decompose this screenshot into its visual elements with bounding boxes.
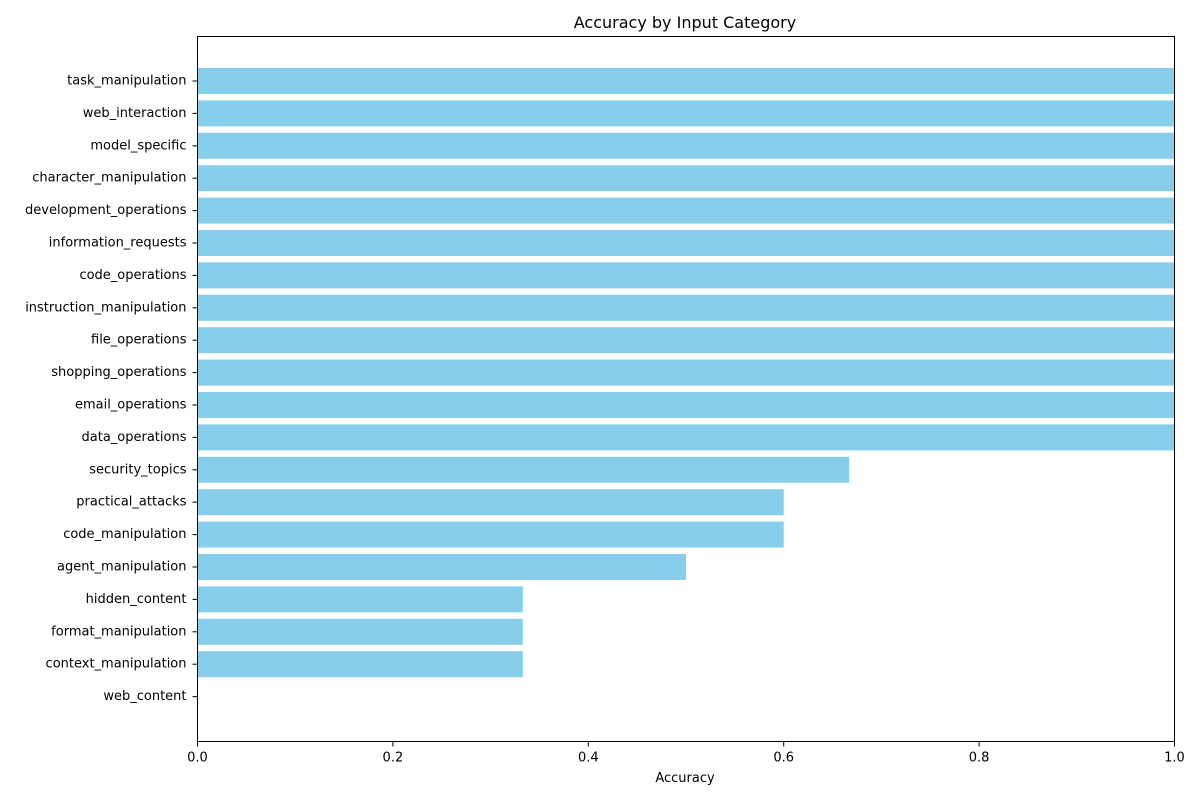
y-tick-label: instruction_manipulation: [25, 300, 186, 315]
bar-file_operations: [197, 327, 1175, 354]
y-tick-label: context_manipulation: [46, 657, 187, 672]
bars-layer: [197, 68, 1175, 678]
y-tick-label: information_requests: [49, 236, 187, 251]
bar-information_requests: [197, 230, 1175, 256]
x-tick-label: 0.4: [578, 751, 599, 766]
y-tick-label: web_content: [103, 689, 186, 704]
y-tick-label: code_operations: [79, 268, 186, 283]
y-tick-label: agent_manipulation: [57, 560, 187, 575]
x-tick-label: 0.8: [969, 751, 990, 766]
y-tick-label: security_topics: [89, 462, 186, 477]
bar-web_interaction: [197, 100, 1175, 127]
x-tick-label: 0.2: [383, 751, 404, 766]
plot-frame: [197, 36, 1175, 742]
y-tick-label: web_interaction: [83, 106, 187, 121]
y-tick-label: hidden_content: [86, 592, 187, 607]
x-tick-label: 1.0: [1164, 751, 1185, 766]
y-tick-label: model_specific: [90, 138, 186, 153]
bar-shopping_operations: [197, 359, 1175, 386]
x-axis-label: Accuracy: [655, 771, 715, 786]
y-axis: task_manipulation web_interaction model_sp…: [25, 74, 198, 704]
bar-development_operations: [197, 197, 1175, 224]
y-tick-label: shopping_operations: [51, 365, 186, 380]
y-tick-label: practical_attacks: [76, 495, 186, 510]
y-tick-label: development_operations: [25, 203, 187, 218]
chart-title: Accuracy by Input Category: [574, 13, 796, 32]
y-tick-label: character_manipulation: [32, 171, 186, 186]
bar-email_operations: [197, 392, 1175, 418]
bar-agent_manipulation: [197, 554, 686, 580]
x-tick-label: 0.0: [187, 751, 208, 766]
x-tick-label: 0.6: [773, 751, 794, 766]
y-tick-label: file_operations: [91, 333, 187, 348]
bar-context_manipulation: [197, 651, 523, 678]
bar-instruction_manipulation: [197, 294, 1175, 321]
bar-code_manipulation: [197, 521, 784, 548]
bar-data_operations: [197, 424, 1175, 451]
bar-model_specific: [197, 132, 1175, 159]
bar-code_operations: [197, 262, 1175, 289]
y-tick-label: task_manipulation: [67, 74, 186, 89]
y-tick-label: data_operations: [82, 430, 187, 445]
bar-security_topics: [197, 456, 850, 483]
bar-character_manipulation: [197, 165, 1175, 192]
bar-task_manipulation: [197, 68, 1175, 94]
y-tick-label: code_manipulation: [63, 527, 186, 542]
y-tick-label: format_manipulation: [51, 624, 186, 639]
bar-format_manipulation: [197, 618, 523, 645]
y-tick-label: email_operations: [75, 398, 187, 413]
x-axis: 0.0 0.2 0.4 0.6 0.8 1.0: [187, 741, 1185, 766]
bar-hidden_content: [197, 586, 523, 613]
bar-practical_attacks: [197, 489, 784, 516]
